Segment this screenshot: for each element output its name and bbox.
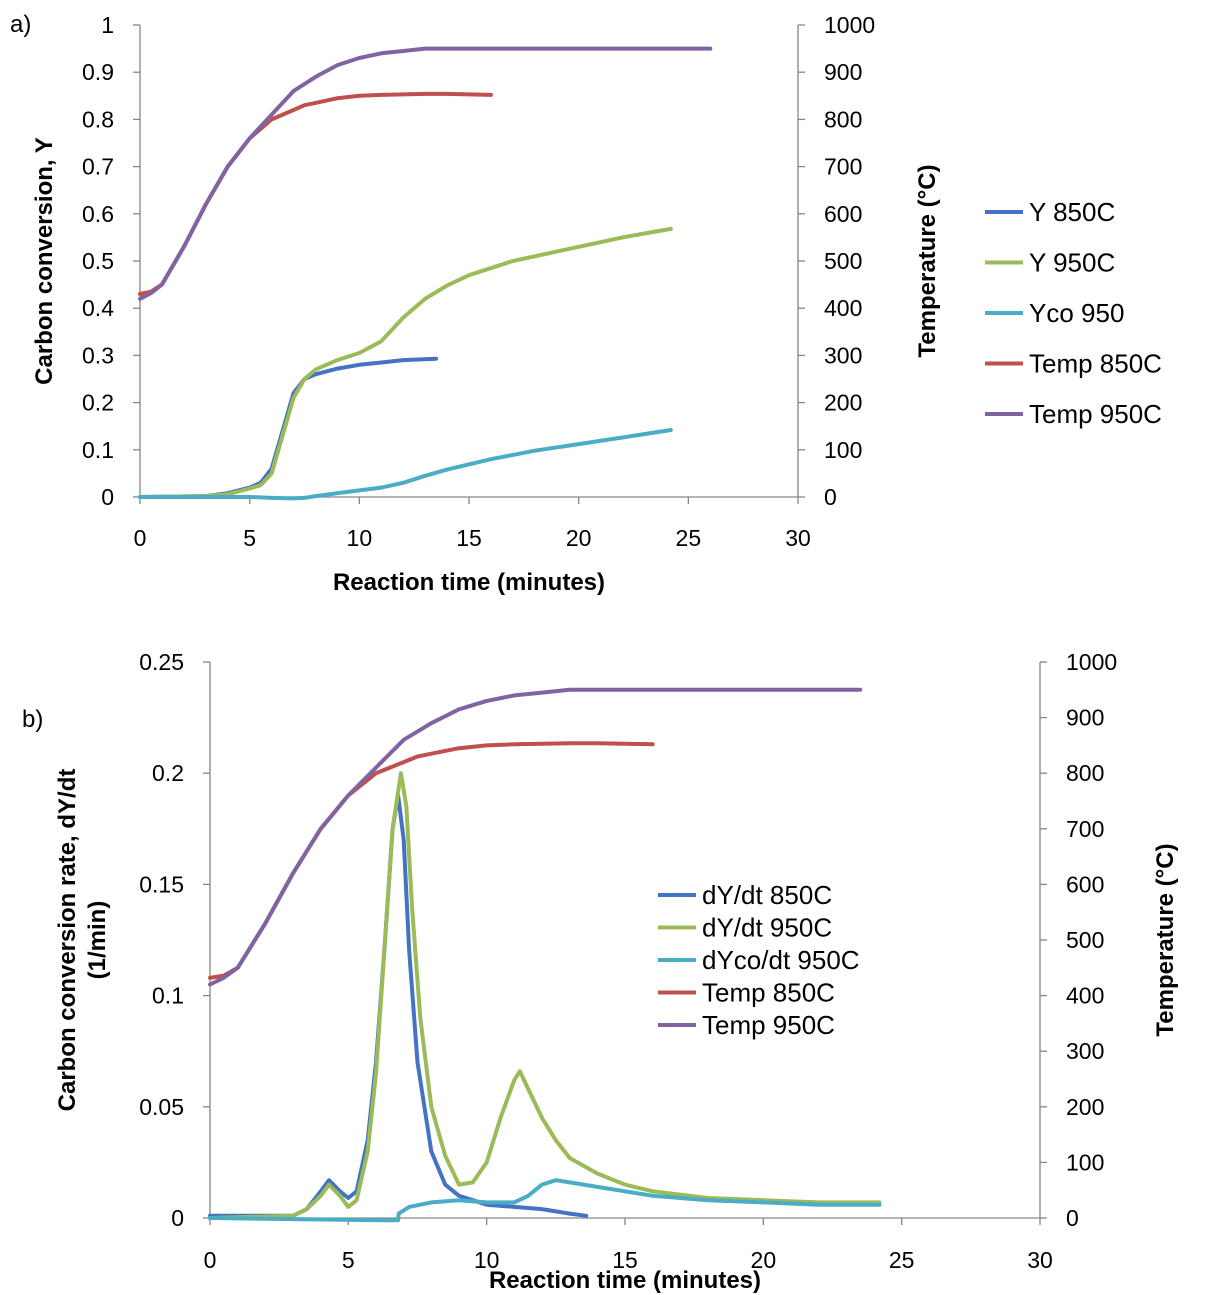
chart1-y-tick-label: 0.7 <box>82 154 114 180</box>
chart2-series-line-2 <box>208 1178 882 1223</box>
chart2-y2-tick-label: 700 <box>1066 816 1104 842</box>
chart1-y2-tick-label: 100 <box>824 437 862 463</box>
chart1-x-tick-label: 30 <box>785 525 811 551</box>
chart2-y2-tick-label: 600 <box>1066 871 1104 897</box>
chart1-y-tick-label: 0.5 <box>82 248 114 274</box>
chart2-y-tick-label: 0.2 <box>152 760 184 786</box>
chart1-y2-tick-label: 0 <box>824 484 837 510</box>
chart2-x-tick-label: 25 <box>889 1247 915 1273</box>
chart1-x-tick-label: 25 <box>676 525 702 551</box>
chart2-y-axis-title-line: Carbon conversion rate, dY/dt <box>54 769 81 1112</box>
chart1-y2-tick-label: 800 <box>824 106 862 132</box>
chart1-x-tick-label: 0 <box>134 525 147 551</box>
chart1-y2-tick-label: 900 <box>824 59 862 85</box>
chart2-legend-label-4: Temp 950C <box>702 1010 835 1040</box>
chart1-y2-tick-label: 600 <box>824 201 862 227</box>
chart1-legend-label-1: Y 950C <box>1029 248 1115 278</box>
chart2-x-tick-label: 20 <box>751 1247 777 1273</box>
chart1-y-tick-label: 0.8 <box>82 106 114 132</box>
chart2-x-tick-label: 5 <box>342 1247 355 1273</box>
chart2-legend-label-3: Temp 850C <box>702 978 835 1008</box>
chart1-y2-tick-label: 400 <box>824 295 862 321</box>
chart2-y-axis-title-line: (1/min) <box>84 901 111 980</box>
chart2-x-tick-label: 30 <box>1027 1247 1053 1273</box>
chart1-y-tick-label: 0.3 <box>82 342 114 368</box>
chart2-y-axis-title: Carbon conversion rate, dY/dt (1/min) <box>54 769 111 1112</box>
chart2-y2-tick-label: 0 <box>1066 1205 1079 1231</box>
chart2-y-tick-label: 0.15 <box>139 871 184 897</box>
chart1-y2-tick-label: 500 <box>824 248 862 274</box>
chart1-y2-tick-label: 700 <box>824 154 862 180</box>
chart2-y2-tick-label: 100 <box>1066 1149 1104 1175</box>
chart1-y2-tick-label: 200 <box>824 390 862 416</box>
chart2-series-line-1 <box>208 771 882 1220</box>
chart2-legend-label-2: dYco/dt 950C <box>702 945 860 975</box>
chart1-x-tick-label: 10 <box>347 525 373 551</box>
chart1-y-tick-label: 0.1 <box>82 437 114 463</box>
chart2-y2-tick-label: 800 <box>1066 760 1104 786</box>
chart1-y-tick-label: 0.9 <box>82 59 114 85</box>
chart2-y2-axis-title: Temperature (°C) <box>1152 843 1179 1036</box>
chart2-y2-tick-label: 300 <box>1066 1038 1104 1064</box>
chart2-y-tick-label: 0.1 <box>152 983 184 1009</box>
chart2-x-tick-label: 0 <box>204 1247 217 1273</box>
chart1-legend-label-3: Temp 850C <box>1029 349 1162 379</box>
chart1-legend-label-4: Temp 950C <box>1029 399 1162 429</box>
chart1-legend-label-2: Yco 950 <box>1029 298 1124 328</box>
chart2-legend-label-0: dY/dt 850C <box>702 880 832 910</box>
chart1-legend-label-0: Y 850C <box>1029 197 1115 227</box>
chart1-series-line-0 <box>138 356 439 499</box>
chart2-y2-tick-label: 200 <box>1066 1094 1104 1120</box>
chart2-panel-label: b) <box>22 706 43 733</box>
chart2-x-tick-label: 10 <box>474 1247 500 1273</box>
chart1-series-line-3 <box>138 91 493 296</box>
chart2-series-line-0 <box>208 793 589 1218</box>
chart1-series-line-1 <box>138 226 673 499</box>
chart1-y-tick-label: 0.2 <box>82 390 114 416</box>
chart2-series-line-3 <box>208 741 655 980</box>
chart2-x-axis-title: Reaction time (minutes) <box>489 1267 761 1294</box>
chart2-legend-label-1: dY/dt 950C <box>702 913 832 943</box>
chart2-x-tick-label: 15 <box>612 1247 638 1273</box>
chart1-x-tick-label: 5 <box>243 525 256 551</box>
chart1-y-tick-label: 0.4 <box>82 295 114 321</box>
chart1-y-axis-title: Carbon conversion, Y <box>31 137 58 385</box>
chart2-y-tick-label: 0 <box>171 1205 184 1231</box>
chart1-y-tick-label: 1 <box>101 12 114 38</box>
chart2-y2-tick-label: 500 <box>1066 927 1104 953</box>
chart1-y2-tick-label: 300 <box>824 342 862 368</box>
chart1-panel-label: a) <box>10 11 31 38</box>
chart1-series-line-4 <box>138 46 713 301</box>
chart1-series-line-2 <box>138 428 673 501</box>
chart1-x-tick-label: 15 <box>456 525 482 551</box>
chart1-x-axis-title: Reaction time (minutes) <box>333 569 605 596</box>
chart1-y-tick-label: 0 <box>101 484 114 510</box>
chart2-series-line-4 <box>208 687 863 987</box>
chart1-y-tick-label: 0.6 <box>82 201 114 227</box>
chart1-y2-axis-title: Temperature (°C) <box>914 164 941 357</box>
chart2-y-tick-label: 0.05 <box>139 1094 184 1120</box>
chart2-y-tick-label: 0.25 <box>139 649 184 675</box>
chart2-y2-tick-label: 1000 <box>1066 649 1117 675</box>
chart2-y2-tick-label: 900 <box>1066 705 1104 731</box>
chart2-y2-tick-label: 400 <box>1066 983 1104 1009</box>
chart1-y2-tick-label: 1000 <box>824 12 875 38</box>
chart1-x-tick-label: 20 <box>566 525 592 551</box>
